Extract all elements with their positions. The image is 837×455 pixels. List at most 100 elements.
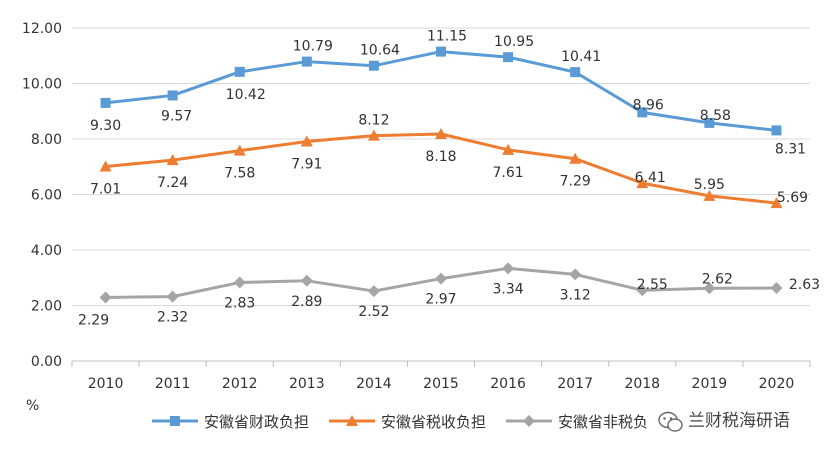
data-label: 2.63 <box>789 277 820 293</box>
data-label: 2.29 <box>78 312 109 328</box>
data-point <box>435 272 447 285</box>
data-point <box>367 285 380 298</box>
x-tick-label: 2019 <box>692 376 728 392</box>
data-label: 7.01 <box>90 181 121 197</box>
x-tick-label: 2014 <box>356 376 392 392</box>
series-group <box>99 46 783 304</box>
data-label: 8.31 <box>775 141 806 157</box>
data-point <box>503 52 514 63</box>
y-tick-label: 0.00 <box>31 354 62 370</box>
y-tick-label: 4.00 <box>31 243 62 259</box>
data-point <box>703 282 716 295</box>
data-label: 8.58 <box>700 108 731 124</box>
x-tick-label: 2018 <box>624 376 660 392</box>
legend-label: 安徽省非税负 <box>558 413 648 431</box>
data-label: 2.55 <box>637 277 668 293</box>
y-axis-unit: % <box>26 398 39 414</box>
data-point <box>704 117 715 128</box>
data-point <box>233 144 246 156</box>
axes: 0.00 2.00 4.00 6.00 8.00 10.00 12.00 2010 2011 20… <box>22 21 811 392</box>
data-label: 2.89 <box>291 294 322 310</box>
series-line-2 <box>104 132 778 205</box>
legend-marker <box>346 415 358 426</box>
x-tick-label: 2013 <box>289 376 325 392</box>
x-tick-label: 2011 <box>155 376 191 392</box>
wechat-icon <box>658 411 683 432</box>
data-point <box>435 128 447 140</box>
data-point <box>100 97 111 108</box>
data-point <box>569 268 582 281</box>
data-label: 10.42 <box>226 87 266 103</box>
grid-lines <box>72 27 810 306</box>
legend-marker <box>170 416 180 426</box>
data-label: 7.29 <box>560 174 591 190</box>
data-point <box>770 282 783 295</box>
data-label: 9.57 <box>161 108 192 124</box>
data-label: 11.15 <box>427 29 467 45</box>
data-label: 5.95 <box>694 177 725 193</box>
data-label: 2.97 <box>425 292 456 308</box>
data-label: 8.18 <box>425 149 456 165</box>
data-label: 5.69 <box>777 190 808 206</box>
legend-item: 安徽省非税负 <box>506 413 648 431</box>
data-point <box>99 160 112 172</box>
x-tick-label: 2020 <box>759 376 795 392</box>
x-tick-label: 2010 <box>88 376 124 392</box>
data-label: 7.24 <box>157 175 188 191</box>
watermark: 兰财税海研语 <box>658 411 790 432</box>
data-labels: 9.30 9.57 10.42 10.79 10.64 11.15 10.95 10.41 8.… <box>78 29 820 329</box>
data-label: 2.62 <box>702 271 733 287</box>
legend-label: 安徽省税收负担 <box>381 413 486 431</box>
watermark-text: 兰财税海研语 <box>688 411 790 431</box>
legend-item: 安徽省税收负担 <box>329 413 486 431</box>
data-label: 10.95 <box>494 34 534 50</box>
y-tick-label: 10.00 <box>22 77 62 93</box>
data-point <box>570 67 581 78</box>
data-point <box>166 154 179 166</box>
data-label: 8.12 <box>358 113 389 129</box>
data-point <box>99 291 112 304</box>
x-tick-label: 2015 <box>423 376 459 392</box>
x-tick-label: 2017 <box>557 376 593 392</box>
y-tick-label: 8.00 <box>31 132 62 148</box>
legend: 安徽省财政负担 安徽省税收负担 安徽省非税负 <box>152 413 648 431</box>
data-point <box>771 125 782 136</box>
data-point <box>636 177 649 189</box>
y-tick-label: 6.00 <box>31 188 62 204</box>
data-point <box>770 197 783 209</box>
data-point <box>300 274 313 287</box>
data-label: 9.30 <box>90 118 121 134</box>
data-label: 2.52 <box>358 304 389 320</box>
data-label: 10.79 <box>293 39 333 55</box>
data-point <box>300 135 313 147</box>
data-point <box>234 66 245 77</box>
x-tick-label: 2016 <box>490 376 526 392</box>
legend-marker <box>523 415 535 427</box>
y-tick-label: 2.00 <box>31 299 62 315</box>
series-line-1 <box>104 50 778 132</box>
data-label: 10.64 <box>360 43 400 59</box>
legend-label: 安徽省财政负担 <box>204 413 309 431</box>
data-point <box>636 284 649 297</box>
y-tick-label: 12.00 <box>22 21 62 37</box>
x-tick-label: 2012 <box>222 376 258 392</box>
data-point <box>167 90 178 101</box>
data-label: 10.41 <box>561 49 601 65</box>
data-label: 2.83 <box>224 295 255 311</box>
data-label: 6.41 <box>635 170 666 186</box>
data-point <box>637 107 648 118</box>
data-point <box>368 60 379 71</box>
data-point <box>703 189 716 201</box>
data-point <box>502 143 515 155</box>
data-label: 8.96 <box>633 97 664 113</box>
data-point <box>166 290 179 303</box>
data-label: 7.58 <box>224 166 255 182</box>
data-label: 7.61 <box>493 165 524 181</box>
data-point <box>233 276 246 289</box>
data-label: 3.12 <box>560 287 591 303</box>
data-label: 7.91 <box>291 156 322 172</box>
data-point <box>569 152 582 164</box>
data-label: 2.32 <box>157 310 188 326</box>
data-label: 3.34 <box>493 281 524 297</box>
